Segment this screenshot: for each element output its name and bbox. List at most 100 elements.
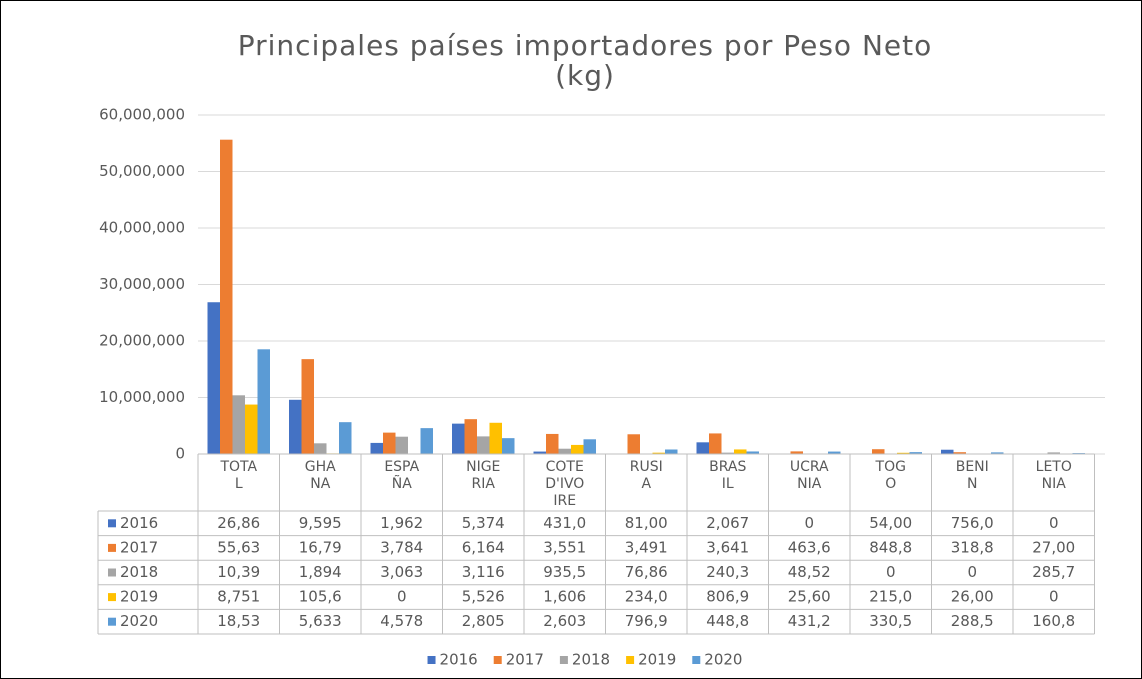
bar bbox=[477, 436, 490, 454]
table-legend-key bbox=[108, 519, 116, 528]
y-tick-label: 40,000,000 bbox=[99, 219, 185, 237]
bar bbox=[489, 422, 502, 454]
table-cell: 0 bbox=[804, 514, 814, 532]
table-legend-key bbox=[108, 617, 116, 626]
bar bbox=[220, 139, 233, 455]
bar bbox=[370, 442, 383, 454]
x-tick-label: BENI N bbox=[956, 459, 989, 492]
table-cell: 285,7 bbox=[1032, 563, 1075, 581]
table-cell: 3,551 bbox=[543, 538, 586, 556]
legend-label: 2019 bbox=[638, 651, 676, 669]
bar bbox=[897, 452, 910, 454]
bar bbox=[991, 452, 1004, 454]
table-cell: 10,39 bbox=[217, 563, 260, 581]
table-cell: 5,633 bbox=[299, 612, 342, 630]
table-cell: 0 bbox=[967, 563, 977, 581]
y-tick-label: 30,000,000 bbox=[99, 275, 185, 293]
bar bbox=[558, 448, 571, 454]
bar bbox=[652, 452, 665, 454]
bar bbox=[721, 452, 734, 454]
table-cell: 0 bbox=[1049, 588, 1059, 606]
table-cell: 48,52 bbox=[788, 563, 831, 581]
x-tick-label: RUSI A bbox=[630, 459, 663, 492]
table-cell: 8,751 bbox=[217, 588, 260, 606]
bar bbox=[872, 449, 885, 454]
table-cell: 288,5 bbox=[951, 612, 994, 630]
table-cell: 0 bbox=[397, 588, 407, 606]
table-cell: 2,603 bbox=[543, 612, 586, 630]
table-cell: 26,00 bbox=[951, 588, 994, 606]
bar bbox=[420, 428, 433, 454]
table-cell: 1,894 bbox=[299, 563, 342, 581]
table-cell: 3,491 bbox=[625, 538, 668, 556]
y-tick-label: 20,000,000 bbox=[99, 332, 185, 350]
table-cell: 2,805 bbox=[462, 612, 505, 630]
table-cell: 0 bbox=[1049, 514, 1059, 532]
bar bbox=[709, 433, 722, 454]
table-series-name: 2019 bbox=[120, 588, 158, 606]
table-legend-key bbox=[108, 593, 116, 602]
x-tick-label: LETO NIA bbox=[1036, 459, 1072, 492]
table-cell: 806,9 bbox=[706, 588, 749, 606]
bar bbox=[790, 451, 803, 454]
bar bbox=[746, 451, 759, 454]
table-legend-key bbox=[108, 543, 116, 552]
bar bbox=[953, 452, 966, 454]
bar bbox=[339, 422, 352, 454]
table-series-name: 2016 bbox=[120, 514, 158, 532]
table-cell: 2,067 bbox=[706, 514, 749, 532]
table-cell: 16,79 bbox=[299, 538, 342, 556]
table-cell: 6,164 bbox=[462, 538, 505, 556]
bar bbox=[627, 434, 640, 454]
bar bbox=[301, 359, 314, 454]
legend-swatch bbox=[427, 656, 436, 664]
legend-label: 2016 bbox=[440, 651, 478, 669]
y-tick-label: 60,000,000 bbox=[99, 106, 185, 124]
bar bbox=[452, 423, 465, 454]
legend-label: 2018 bbox=[572, 651, 610, 669]
x-tick-label: COTE D'IVO IRE bbox=[545, 459, 584, 509]
table-cell: 330,5 bbox=[869, 612, 912, 630]
x-tick-label: NIGE RIA bbox=[466, 459, 500, 492]
chart-title: Principales países importadores por Peso… bbox=[238, 29, 933, 92]
table-cell: 3,063 bbox=[380, 563, 423, 581]
table-cell: 54,00 bbox=[869, 514, 912, 532]
legend-label: 2020 bbox=[704, 651, 742, 669]
bar bbox=[533, 451, 546, 454]
table-cell: 431,0 bbox=[543, 514, 586, 532]
bar bbox=[502, 438, 515, 454]
table-cell: 5,374 bbox=[462, 514, 505, 532]
bar bbox=[665, 449, 678, 454]
table-cell: 215,0 bbox=[869, 588, 912, 606]
bar bbox=[314, 443, 327, 454]
table-cell: 240,3 bbox=[706, 563, 749, 581]
table-cell: 1,606 bbox=[543, 588, 586, 606]
table-cell: 81,00 bbox=[625, 514, 668, 532]
table-cell: 463,6 bbox=[788, 538, 831, 556]
y-tick-label: 0 bbox=[175, 445, 185, 463]
table-cell: 27,00 bbox=[1032, 538, 1075, 556]
y-tick-label: 10,000,000 bbox=[99, 388, 185, 406]
bar bbox=[464, 419, 477, 454]
table-cell: 25,60 bbox=[788, 588, 831, 606]
legend-swatch bbox=[559, 656, 568, 664]
bar bbox=[395, 436, 408, 454]
table-cell: 5,526 bbox=[462, 588, 505, 606]
table-cell: 76,86 bbox=[625, 563, 668, 581]
bar bbox=[583, 439, 596, 454]
bar bbox=[289, 399, 302, 454]
table-cell: 234,0 bbox=[625, 588, 668, 606]
table-series-name: 2020 bbox=[120, 612, 158, 630]
table-legend-key bbox=[108, 568, 116, 577]
bar bbox=[1047, 452, 1060, 454]
table-cell: 3,116 bbox=[462, 563, 505, 581]
table-cell: 4,578 bbox=[380, 612, 423, 630]
table-series-name: 2018 bbox=[120, 563, 158, 581]
y-tick-label: 50,000,000 bbox=[99, 162, 185, 180]
bar bbox=[232, 395, 245, 454]
x-tick-label: GHA NA bbox=[305, 459, 336, 492]
x-tick-label: TOTA L bbox=[219, 459, 257, 492]
table-cell: 448,8 bbox=[706, 612, 749, 630]
bar bbox=[546, 433, 559, 454]
